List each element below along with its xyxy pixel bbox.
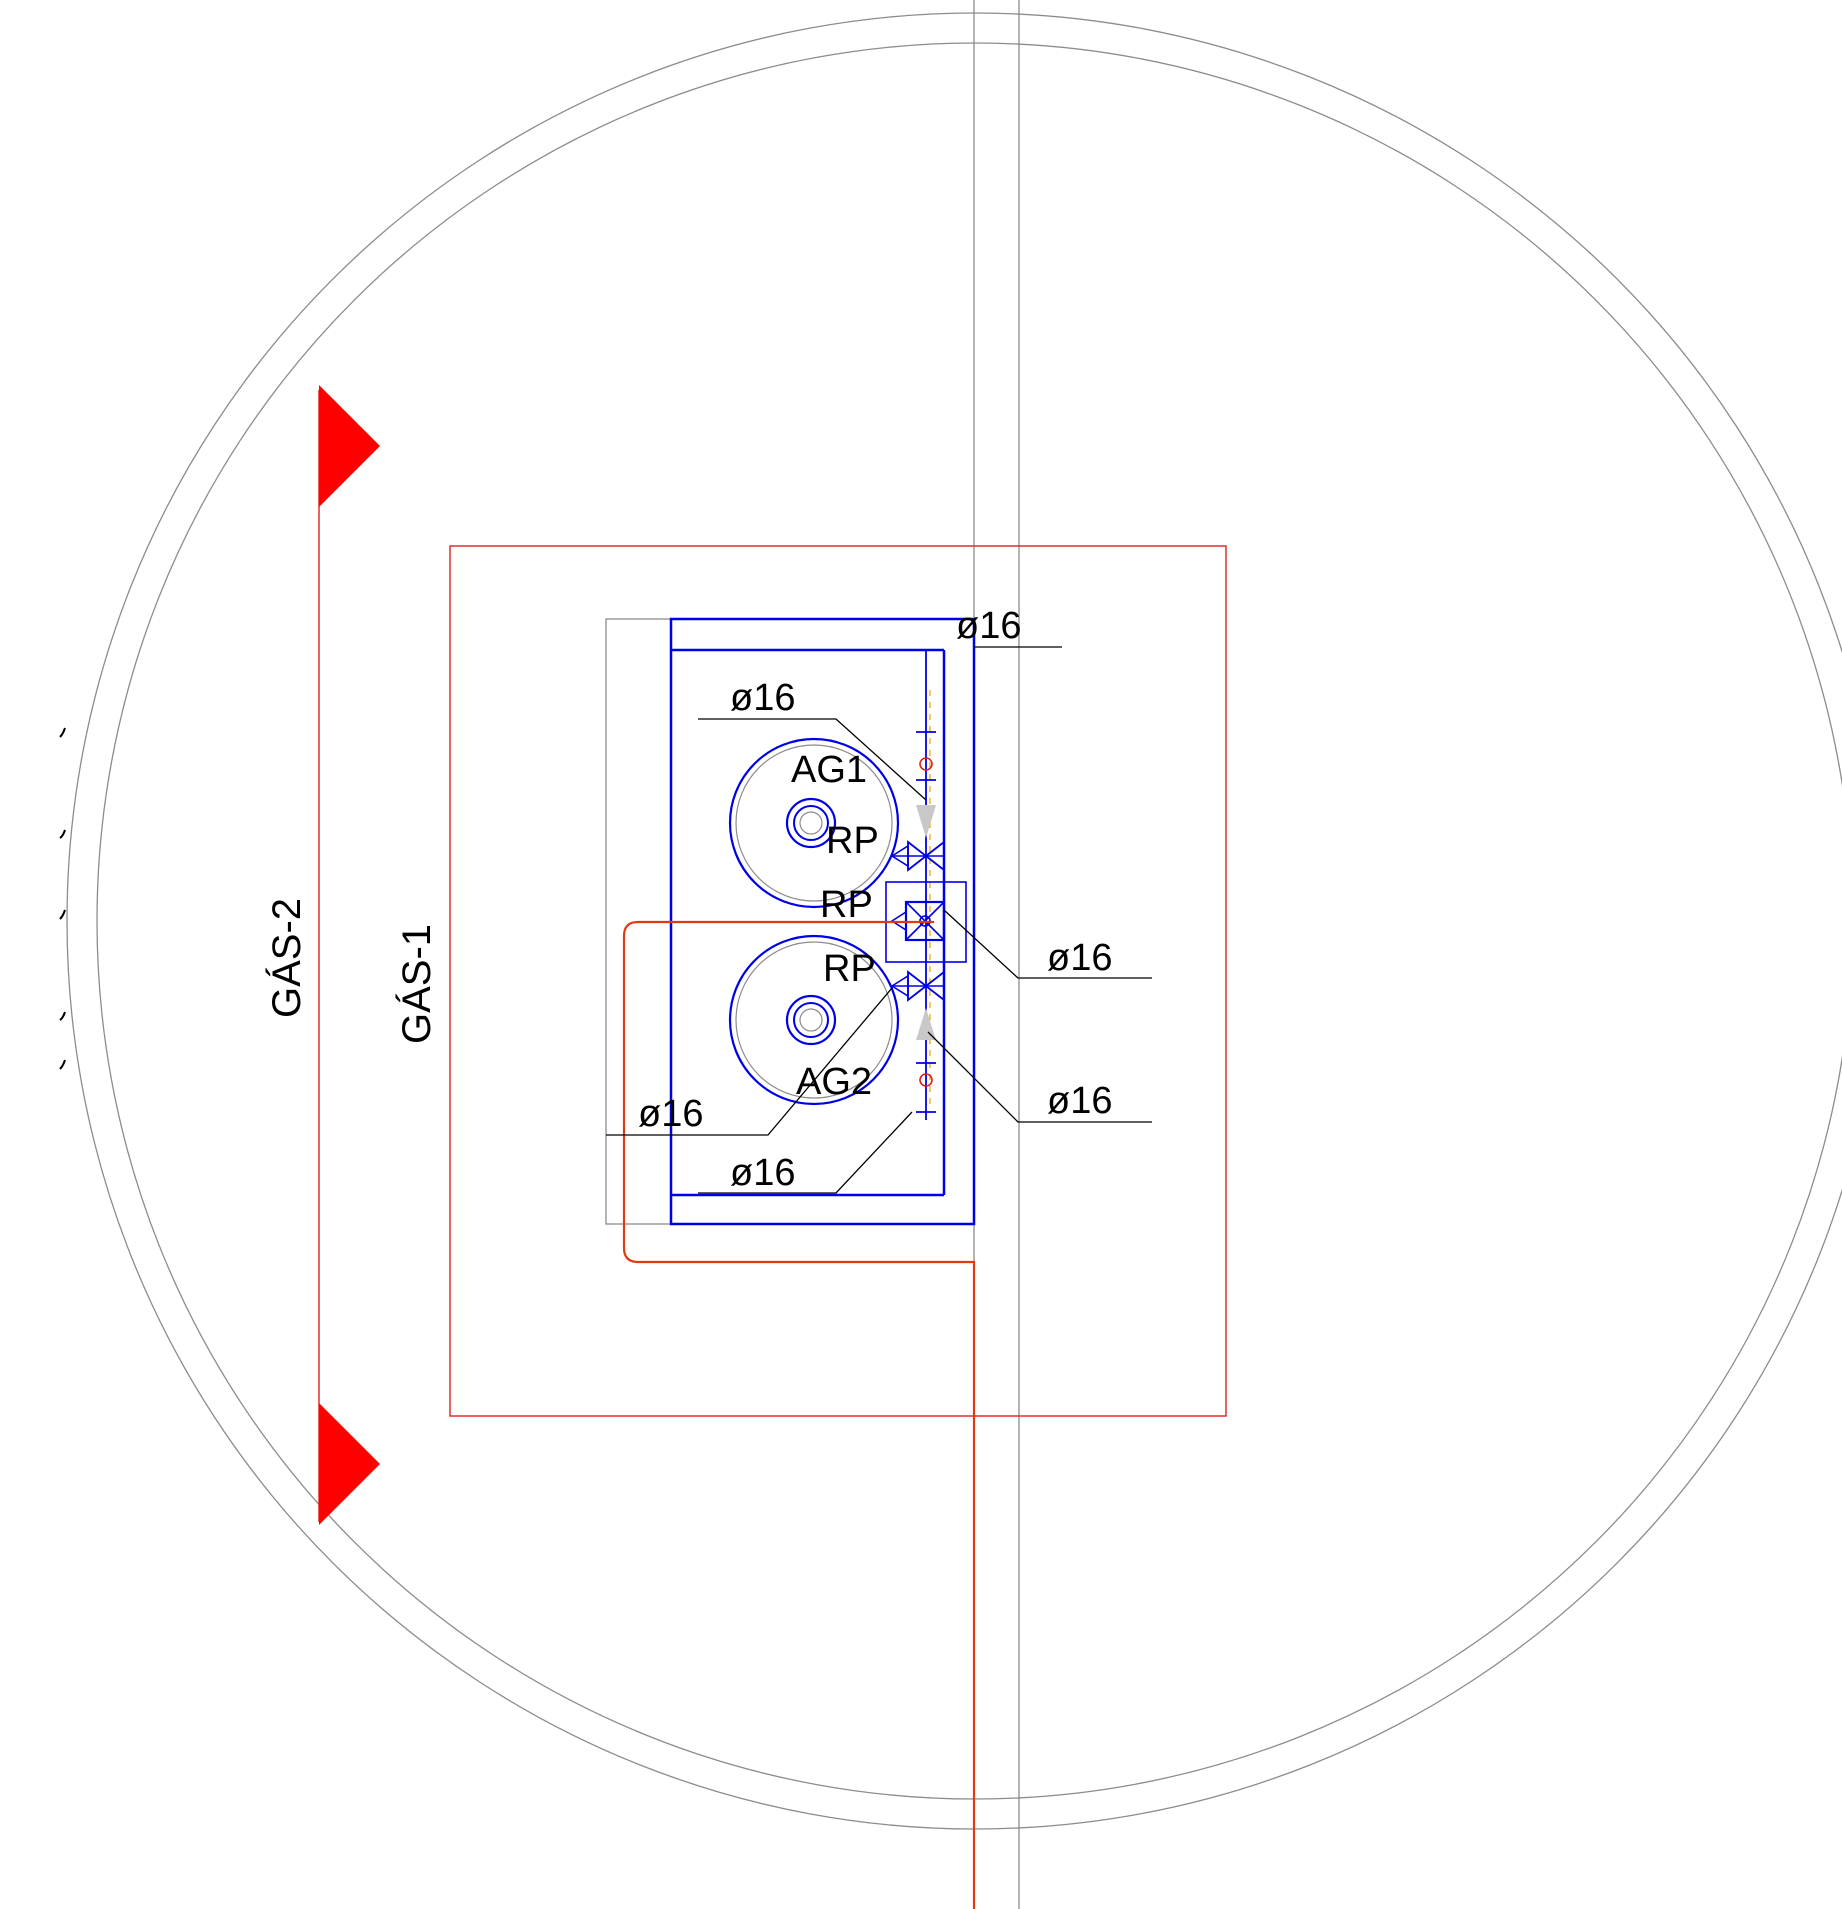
dimension-label-lower-right: ø16 <box>1047 1080 1112 1122</box>
edge-tick <box>59 829 66 839</box>
cylinder-ag2-valve-core <box>799 1008 823 1032</box>
flow-arrow-up <box>916 1008 936 1040</box>
edge-tick <box>59 1059 66 1070</box>
edge-ticks <box>59 727 66 1070</box>
leader-lower-right <box>927 1031 1152 1123</box>
label-ag1: AG1 <box>791 749 867 791</box>
section-marker-top <box>319 385 380 507</box>
label-rp-1: RP <box>826 820 879 862</box>
cylinder-ag2 <box>728 934 900 1106</box>
lower-test-point <box>919 1073 933 1087</box>
outer-circle <box>66 12 1842 1830</box>
cylinder-ag2-valve-mid <box>793 1002 829 1038</box>
leader-lower-left <box>606 987 893 1136</box>
cylinder-ag1-valve-core <box>799 811 823 835</box>
dimension-label-middle-right: ø16 <box>1047 937 1112 979</box>
cylinder-ag1 <box>728 737 900 909</box>
edge-tick <box>59 1011 66 1021</box>
cylinder-ag2-body <box>728 934 900 1106</box>
cylinder-ag1-valve-mid <box>793 805 829 841</box>
cylinder-ag1-valve-outer <box>785 797 837 849</box>
edge-tick <box>59 727 66 738</box>
manifold <box>885 650 967 1120</box>
section-marker-bottom <box>319 1403 380 1525</box>
leader-bottom <box>698 1111 913 1194</box>
cylinder-ag2-valve-outer <box>785 994 837 1046</box>
flow-arrow-down <box>916 805 936 838</box>
label-rp-2: RP <box>820 884 873 926</box>
dimension-label-bottom: ø16 <box>730 1152 795 1194</box>
dimension-label-top: ø16 <box>956 605 1021 647</box>
leader-lines <box>606 646 1152 1194</box>
label-ag2: AG2 <box>796 1061 872 1103</box>
label-rp-3: RP <box>823 948 876 990</box>
leader-upper-left <box>698 718 927 801</box>
enclosure-frame <box>669 617 976 1226</box>
edge-tick <box>59 909 66 920</box>
section-cut <box>318 385 380 1525</box>
gas-supply-line <box>622 920 976 1909</box>
room-outline <box>449 545 1227 1417</box>
section-label-gas-1: GÁS-1 <box>394 924 439 1044</box>
inner-circle <box>96 42 1842 1800</box>
tank-circles <box>66 12 1842 1830</box>
reference-lines <box>973 0 1020 1909</box>
cylinder-ag1-inner <box>735 744 893 902</box>
leader-middle-right <box>943 909 1152 979</box>
section-label-gas-2: GÁS-2 <box>264 898 309 1018</box>
upper-test-point <box>919 757 933 771</box>
cylinder-ag2-inner <box>735 941 893 1099</box>
dimension-label-lower-left: ø16 <box>638 1093 703 1135</box>
cylinder-ag1-body <box>728 737 900 909</box>
dimension-label-upper-left: ø16 <box>730 677 795 719</box>
